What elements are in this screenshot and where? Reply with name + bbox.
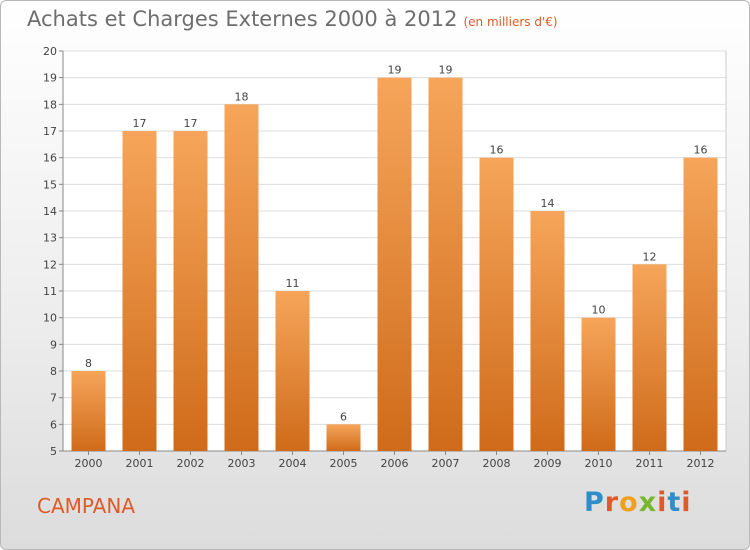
y-tick-label: 5 xyxy=(50,445,57,458)
commune-name: CAMPANA xyxy=(37,494,136,518)
logo-letter: t xyxy=(667,487,682,518)
y-tick-label: 6 xyxy=(50,418,57,431)
chart-subtitle: (en milliers d'€) xyxy=(463,15,558,29)
bar xyxy=(377,77,412,452)
data-label: 17 xyxy=(133,117,147,130)
y-tick-label: 15 xyxy=(43,178,57,191)
y-tick-label: 13 xyxy=(43,232,57,245)
bar xyxy=(428,77,463,452)
bar xyxy=(71,371,106,451)
y-tick-label: 16 xyxy=(43,152,57,165)
logo-letter: i xyxy=(657,487,668,518)
x-tick-label: 2008 xyxy=(483,457,511,470)
bar xyxy=(683,157,718,451)
x-tick-label: 2005 xyxy=(330,457,358,470)
bar xyxy=(224,104,259,451)
data-label: 16 xyxy=(490,144,504,157)
bar xyxy=(479,157,514,451)
x-tick-label: 2007 xyxy=(432,457,460,470)
x-tick-label: 2000 xyxy=(75,457,103,470)
proxiti-logo: Proxiti xyxy=(584,487,692,518)
bar xyxy=(173,131,208,451)
y-tick-label: 8 xyxy=(50,365,57,378)
data-label: 14 xyxy=(541,197,555,210)
y-tick-label: 12 xyxy=(43,258,57,271)
y-tick-label: 10 xyxy=(43,312,57,325)
y-tick-label: 18 xyxy=(43,98,57,111)
chart-title-text: Achats et Charges Externes 2000 à 2012 xyxy=(27,7,458,31)
y-tick-label: 9 xyxy=(50,338,57,351)
y-tick-label: 7 xyxy=(50,392,57,405)
y-tick-label: 11 xyxy=(43,285,57,298)
bar xyxy=(581,317,616,451)
x-tick-label: 2012 xyxy=(687,457,715,470)
x-tick-label: 2003 xyxy=(228,457,256,470)
logo-letter: i xyxy=(681,487,692,518)
x-tick-label: 2004 xyxy=(279,457,307,470)
data-label: 12 xyxy=(643,250,657,263)
data-label: 6 xyxy=(340,410,347,423)
data-label: 17 xyxy=(184,117,198,130)
x-tick-label: 2002 xyxy=(177,457,205,470)
data-label: 10 xyxy=(592,304,606,317)
bar xyxy=(122,131,157,451)
data-label: 18 xyxy=(235,90,249,103)
logo-letter: x xyxy=(638,487,658,518)
data-label: 19 xyxy=(388,64,402,77)
data-label: 8 xyxy=(85,357,92,370)
bar xyxy=(530,211,565,451)
logo-letter: P xyxy=(584,487,605,518)
bar xyxy=(632,264,667,451)
logo-letter: r xyxy=(604,487,620,518)
bar xyxy=(326,424,361,451)
y-tick-label: 17 xyxy=(43,125,57,138)
data-label: 11 xyxy=(286,277,300,290)
chart-title: Achats et Charges Externes 2000 à 2012 (e… xyxy=(27,7,558,31)
logo-letter: o xyxy=(619,487,639,518)
x-tick-label: 2010 xyxy=(585,457,613,470)
x-tick-label: 2009 xyxy=(534,457,562,470)
x-tick-label: 2006 xyxy=(381,457,409,470)
data-label: 16 xyxy=(694,144,708,157)
y-tick-label: 14 xyxy=(43,205,57,218)
bar xyxy=(275,291,310,451)
x-tick-label: 2001 xyxy=(126,457,154,470)
y-tick-label: 20 xyxy=(43,45,57,58)
data-label: 19 xyxy=(439,64,453,77)
x-tick-label: 2011 xyxy=(636,457,664,470)
y-tick-label: 19 xyxy=(43,72,57,85)
